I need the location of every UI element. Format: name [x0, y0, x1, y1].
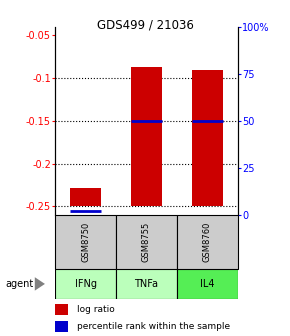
Bar — [177, 269, 238, 299]
Text: percentile rank within the sample: percentile rank within the sample — [77, 322, 230, 331]
Text: IFNg: IFNg — [75, 279, 97, 289]
Bar — [70, 188, 101, 207]
Text: GSM8760: GSM8760 — [203, 222, 212, 262]
Bar — [192, 70, 222, 207]
Text: GSM8750: GSM8750 — [81, 222, 90, 262]
Text: IL4: IL4 — [200, 279, 215, 289]
Bar — [116, 269, 177, 299]
Text: GDS499 / 21036: GDS499 / 21036 — [97, 18, 193, 32]
Bar — [55, 304, 68, 315]
Bar — [55, 269, 116, 299]
Bar — [55, 321, 68, 332]
Text: log ratio: log ratio — [77, 305, 114, 314]
Bar — [131, 67, 162, 207]
Bar — [55, 215, 116, 269]
Bar — [177, 215, 238, 269]
Text: TNFa: TNFa — [135, 279, 158, 289]
Text: GSM8755: GSM8755 — [142, 222, 151, 262]
Text: agent: agent — [6, 279, 34, 289]
Bar — [116, 215, 177, 269]
